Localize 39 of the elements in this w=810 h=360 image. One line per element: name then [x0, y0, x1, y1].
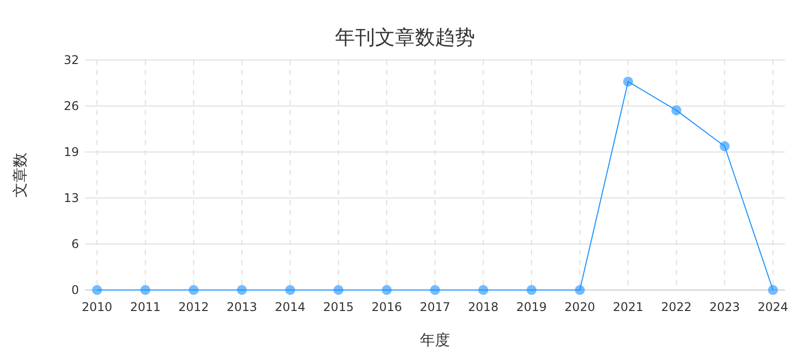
point [574, 285, 585, 295]
x-tick-label: 2014 [274, 300, 306, 314]
x-tick-label: 2012 [178, 300, 209, 314]
x-tick-label: 2016 [371, 300, 402, 314]
point [478, 285, 488, 295]
y-axis-title: 文章数 [11, 152, 29, 198]
x-tick-label: 2020 [564, 300, 596, 314]
point [140, 285, 150, 295]
point [188, 285, 199, 295]
x-tick-label: 2019 [516, 300, 547, 314]
x-tick-label: 2021 [612, 300, 644, 314]
point [768, 285, 778, 295]
x-tick-label: 2023 [709, 300, 740, 314]
point [720, 141, 730, 152]
point [285, 285, 296, 295]
x-tick-label: 2018 [468, 300, 499, 314]
y-tick-label: 0 [71, 283, 79, 297]
point [382, 285, 392, 295]
x-tick-label: 2017 [420, 300, 450, 314]
x-tick-label: 2011 [130, 300, 161, 314]
x-tick-label: 2024 [758, 300, 788, 314]
point [430, 285, 440, 295]
point [526, 285, 537, 295]
y-tick-label: 32 [64, 53, 79, 67]
x-axis-title: 年度 [420, 331, 450, 349]
chart-title: 年刊文章数趋势 [335, 25, 475, 49]
point [333, 285, 344, 295]
y-tick-label: 13 [64, 191, 79, 205]
point [236, 285, 247, 295]
point [623, 76, 634, 87]
point [671, 105, 682, 116]
x-tick-label: 2010 [82, 300, 112, 314]
point [92, 285, 102, 295]
y-tick-label: 26 [64, 99, 79, 113]
y-tick-label: 19 [64, 145, 79, 159]
y-tick-label: 6 [71, 237, 79, 251]
x-tick-label: 2015 [323, 300, 354, 314]
x-tick-label: 2013 [226, 300, 258, 314]
x-tick-label: 2022 [661, 300, 692, 314]
